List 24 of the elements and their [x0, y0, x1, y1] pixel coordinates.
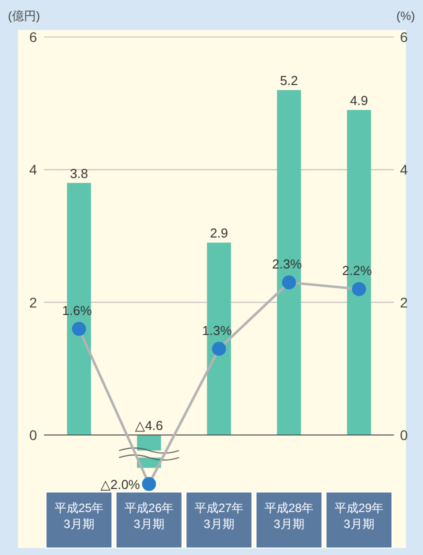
- y2-axis-title: (%): [396, 9, 415, 23]
- y2-tick-label: 0: [400, 427, 408, 443]
- y-tick-label: 4: [29, 162, 38, 178]
- point: [72, 322, 86, 336]
- point: [352, 282, 366, 296]
- x-tick-label: 平成28年 3月期: [264, 501, 314, 531]
- data-label: 4.9: [350, 92, 368, 108]
- x-tick-label: 平成27年 3月期: [194, 501, 244, 531]
- x-tick-label: 平成26年 3月期: [124, 501, 174, 531]
- y2-tick-label: 2: [400, 294, 408, 310]
- y-axis-title: (億円): [8, 9, 40, 23]
- point: [282, 275, 296, 290]
- text: △4.6: [134, 418, 164, 433]
- point: [212, 342, 226, 356]
- data-label: 3.8: [70, 166, 88, 181]
- y-tick-label: 2: [29, 294, 38, 310]
- x-tick-label: 平成29年 3月期: [334, 501, 384, 531]
- data-label: 5.2: [280, 73, 298, 88]
- y-tick-label: 6: [29, 29, 38, 45]
- x-tick-label: 平成25年 3月期: [54, 501, 104, 531]
- data-label: 2.9: [210, 226, 228, 241]
- y2-tick-label: 6: [400, 29, 408, 45]
- y2-tick-label: 4: [400, 162, 408, 178]
- y-tick-label: 0: [29, 427, 38, 443]
